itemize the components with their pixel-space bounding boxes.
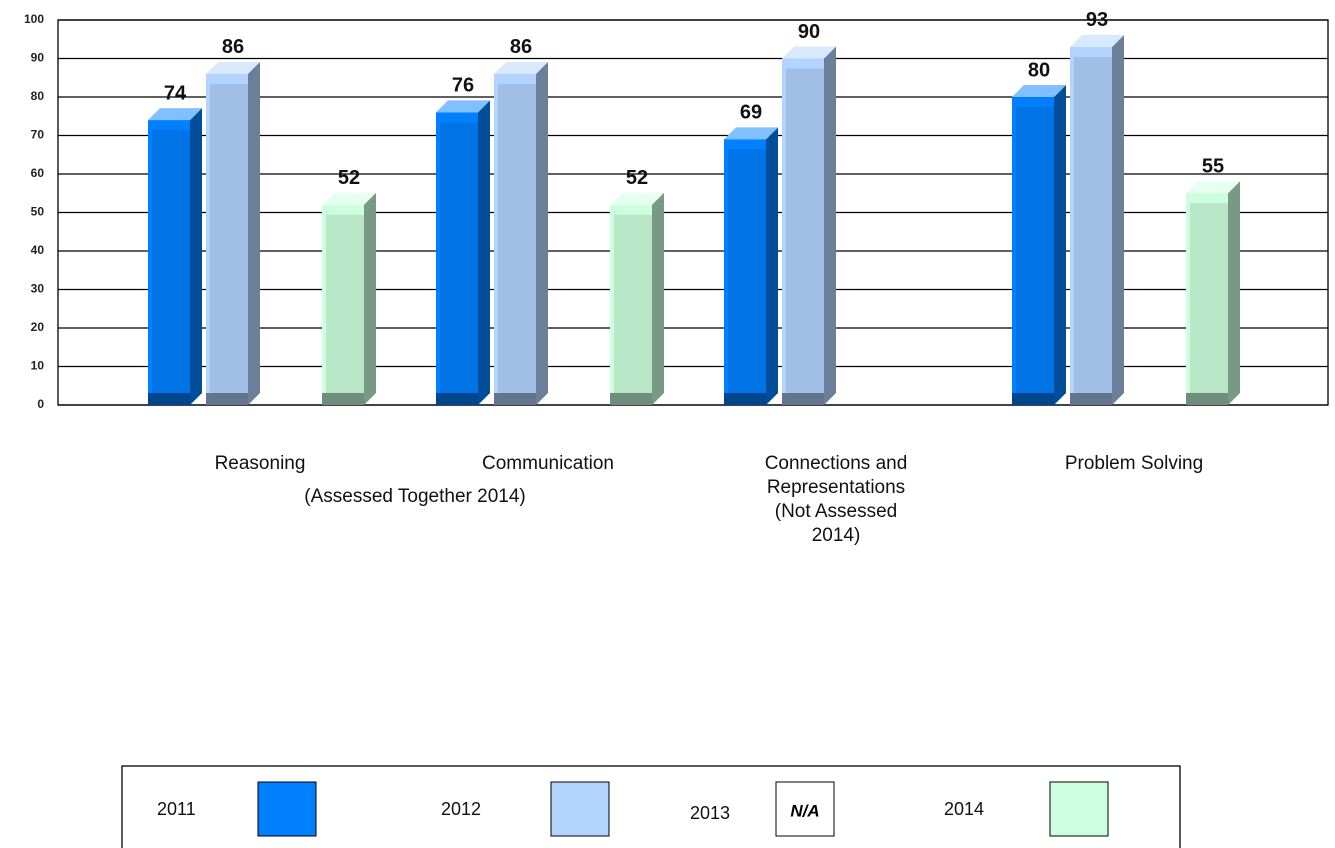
value-label: 55 — [1202, 156, 1224, 178]
legend-label: 2014 — [944, 799, 984, 819]
bar-side — [190, 108, 202, 405]
bar-3d — [206, 61, 260, 406]
y-tick-label: 80 — [31, 89, 45, 103]
bar-top — [436, 100, 490, 113]
value-label: 69 — [740, 102, 762, 124]
bar-foot — [610, 393, 652, 405]
y-tick-label: 10 — [31, 359, 45, 373]
bar-side — [1054, 85, 1066, 405]
value-label: 86 — [510, 36, 532, 58]
bar-3d — [436, 100, 490, 406]
x-tick-label: Connections and Representations (Not Ass… — [764, 453, 908, 546]
bar-inner — [728, 149, 766, 393]
value-label: 93 — [1086, 9, 1108, 31]
legend-label: 2013 — [690, 803, 730, 823]
bar-side — [248, 61, 260, 406]
bar-inner — [614, 214, 652, 393]
bar-top — [610, 192, 664, 205]
bar-3d — [148, 108, 202, 405]
bar-foot — [206, 393, 248, 405]
bar-side — [652, 192, 664, 405]
bar-top — [1070, 34, 1124, 47]
bar-foot — [494, 393, 536, 405]
bar-3d — [322, 192, 376, 405]
bar-top — [322, 192, 376, 205]
bar-3d — [1070, 34, 1124, 405]
bar-foot — [1012, 393, 1054, 405]
legend-label: 2012 — [441, 799, 481, 819]
y-tick-label: 100 — [24, 12, 44, 26]
value-label: 74 — [164, 82, 187, 104]
bar-top — [206, 61, 260, 74]
legend: 2011 2012 2013 N/A 2014 — [121, 765, 1181, 848]
value-label: 90 — [798, 21, 820, 43]
x-tick-label: Problem Solving — [1064, 453, 1204, 474]
bar-side — [536, 61, 548, 406]
bar-3d — [494, 61, 548, 406]
value-label: 76 — [452, 75, 474, 97]
bar-side — [1228, 181, 1240, 405]
bar-3d — [782, 46, 836, 405]
bar-side — [766, 127, 778, 405]
legend-swatch — [550, 781, 610, 837]
bar-foot — [782, 393, 824, 405]
bar-inner — [1074, 56, 1112, 393]
legend-label: 2011 — [157, 799, 196, 819]
bar-foot — [1186, 393, 1228, 405]
y-tick-label: 0 — [37, 397, 44, 411]
value-label: 80 — [1028, 59, 1050, 81]
bar-inner — [326, 214, 364, 393]
bar-foot — [724, 393, 766, 405]
y-tick-label: 20 — [31, 320, 45, 334]
y-tick-label: 60 — [31, 166, 45, 180]
bar-inner — [1190, 203, 1228, 393]
y-tick-label: 40 — [31, 243, 45, 257]
legend-swatch — [775, 781, 835, 837]
bar-3d — [724, 127, 778, 405]
bar-side — [364, 192, 376, 405]
bar-inner — [152, 130, 190, 393]
y-tick-label: 50 — [31, 205, 45, 219]
bar-foot — [1070, 393, 1112, 405]
bar-3d — [610, 192, 664, 405]
bar-top — [148, 108, 202, 121]
bar-foot — [148, 393, 190, 405]
bar-side — [1112, 34, 1124, 405]
bar-3d — [1186, 181, 1240, 405]
legend-note: N/A — [790, 801, 819, 820]
y-tick-label: 90 — [31, 51, 45, 65]
bar-top — [724, 127, 778, 140]
annotation: (Assessed Together 2014) — [304, 486, 526, 507]
bar-top — [494, 61, 548, 74]
value-label: 52 — [338, 167, 360, 189]
y-tick-label: 70 — [31, 128, 45, 142]
bar-inner — [786, 68, 824, 393]
value-label: 86 — [222, 36, 244, 58]
bar-top — [782, 46, 836, 59]
bar-top — [1186, 181, 1240, 194]
bar-inner — [1016, 107, 1054, 393]
bar-inner — [210, 83, 248, 394]
bar-inner — [440, 122, 478, 394]
y-tick-label: 30 — [31, 282, 45, 296]
bar-3d — [1012, 85, 1066, 405]
x-tick-label: Reasoning — [214, 453, 306, 474]
bar-foot — [436, 393, 478, 405]
legend-swatch — [1049, 781, 1109, 837]
value-label: 52 — [626, 167, 648, 189]
bar-inner — [498, 83, 536, 394]
bar-foot — [322, 393, 364, 405]
bar-top — [1012, 85, 1066, 97]
plot-frame — [57, 19, 1329, 406]
legend-swatch — [257, 781, 317, 837]
x-tick-label: Communication — [482, 453, 614, 474]
bar-side — [824, 46, 836, 405]
bar-side — [478, 100, 490, 406]
